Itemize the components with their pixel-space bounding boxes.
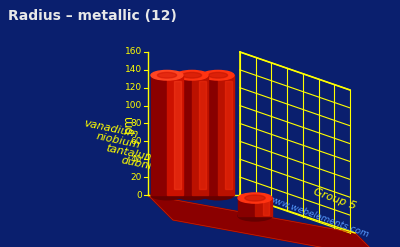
Text: 140: 140 [125, 65, 142, 74]
Text: www.webelements.com: www.webelements.com [266, 194, 370, 240]
Ellipse shape [202, 70, 234, 80]
Polygon shape [263, 199, 270, 215]
Text: 160: 160 [125, 47, 142, 57]
Text: tantalum: tantalum [105, 143, 156, 163]
Ellipse shape [176, 70, 208, 80]
Ellipse shape [238, 211, 272, 221]
Ellipse shape [176, 190, 208, 200]
Text: 120: 120 [125, 83, 142, 92]
Ellipse shape [202, 190, 234, 200]
Text: 40: 40 [131, 155, 142, 164]
Polygon shape [167, 75, 183, 195]
Text: 60: 60 [130, 137, 142, 146]
Text: Radius – metallic (12): Radius – metallic (12) [8, 9, 177, 23]
Text: niobium: niobium [95, 131, 141, 151]
Ellipse shape [208, 72, 228, 78]
Polygon shape [218, 75, 234, 195]
Text: 100: 100 [125, 101, 142, 110]
Ellipse shape [151, 190, 183, 200]
Text: Group 5: Group 5 [312, 187, 358, 211]
Text: 80: 80 [130, 119, 142, 128]
Text: pm: pm [122, 114, 134, 133]
Polygon shape [202, 75, 218, 195]
Ellipse shape [245, 195, 265, 201]
Text: 20: 20 [131, 173, 142, 182]
Ellipse shape [238, 193, 272, 203]
Polygon shape [225, 81, 232, 189]
Polygon shape [199, 81, 206, 189]
Ellipse shape [158, 72, 177, 78]
Ellipse shape [151, 70, 183, 80]
Text: vanadium: vanadium [83, 118, 139, 140]
Text: dubnium: dubnium [120, 155, 170, 175]
Polygon shape [192, 75, 208, 195]
Text: 0: 0 [136, 190, 142, 200]
Ellipse shape [182, 72, 202, 78]
Polygon shape [148, 195, 380, 247]
Polygon shape [151, 75, 167, 195]
Polygon shape [176, 75, 192, 195]
Polygon shape [238, 198, 255, 216]
Polygon shape [255, 198, 272, 216]
Polygon shape [174, 81, 181, 189]
